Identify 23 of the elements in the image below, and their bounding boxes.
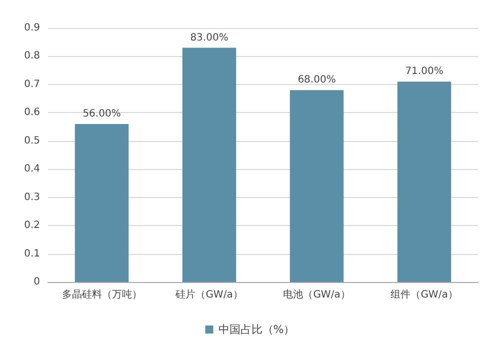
y-tick-label: 0.4 xyxy=(24,164,40,175)
y-tick-label: 0.5 xyxy=(24,135,40,146)
data-label: 83.00% xyxy=(190,32,228,44)
bar xyxy=(290,90,344,282)
bar xyxy=(397,82,452,282)
bar xyxy=(74,124,129,282)
x-tick-label: 电池（GW/a） xyxy=(283,288,350,300)
legend-label: 中国占比（%） xyxy=(218,323,295,336)
x-tick-label: 硅片（GW/a） xyxy=(174,288,243,300)
y-tick-label: 0.8 xyxy=(24,50,40,62)
x-tick-label: 组件（GW/a） xyxy=(390,288,458,300)
y-tick-label: 0.3 xyxy=(24,192,40,203)
y-tick-label: 0.7 xyxy=(24,78,40,90)
y-tick-label: 0.1 xyxy=(24,248,40,260)
y-tick-label: 0.9 xyxy=(24,22,40,34)
y-tick-label: 0.2 xyxy=(24,220,40,232)
y-tick-label: 0.6 xyxy=(24,107,40,118)
data-label: 71.00% xyxy=(405,66,444,78)
y-tick-label: 0 xyxy=(34,276,40,288)
data-label: 68.00% xyxy=(298,74,336,86)
x-tick-label: 多晶硅料（万吨） xyxy=(62,288,142,300)
bar xyxy=(182,48,236,282)
data-label: 56.00% xyxy=(82,108,121,120)
